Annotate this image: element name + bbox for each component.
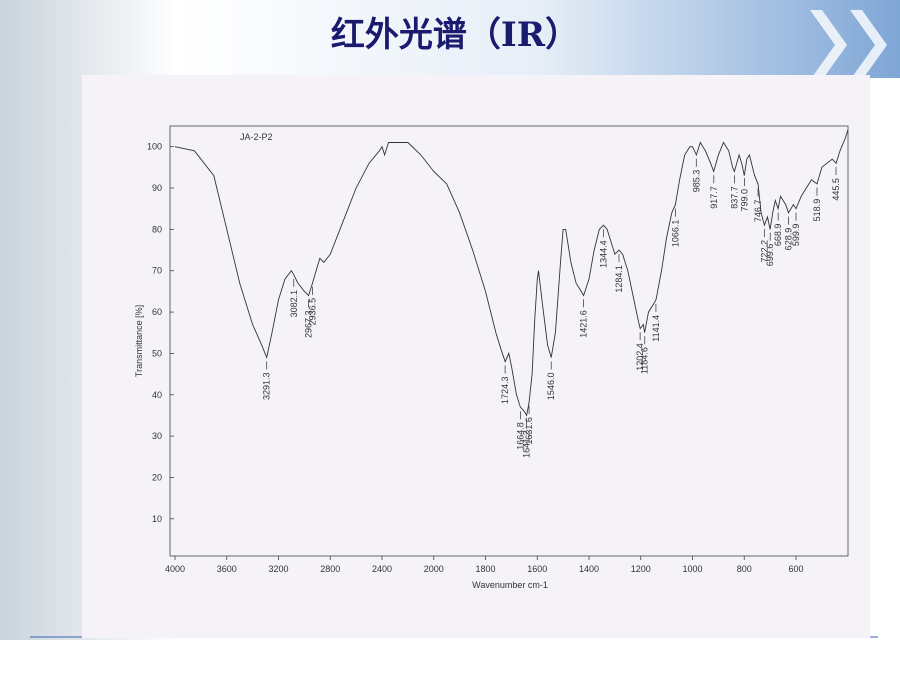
peak-label: 799.0 — [740, 189, 750, 212]
peak-label: 445.5 — [831, 178, 841, 201]
peak-label: 3082.1 — [289, 290, 299, 318]
peak-label: 1284.1 — [614, 265, 624, 293]
chevrons — [810, 10, 887, 80]
plot-frame — [169, 125, 849, 557]
spectrum-line — [174, 129, 849, 417]
y-tick-label: 10 — [152, 514, 162, 524]
x-tick-label: 1000 — [682, 564, 702, 574]
peak-label: 628.9 — [784, 228, 794, 251]
x-tick-label: 4000 — [165, 564, 185, 574]
header-band — [180, 0, 900, 78]
x-tick-label: 1800 — [475, 564, 495, 574]
peak-label: 722.2 — [759, 240, 769, 263]
x-tick-label: 800 — [737, 564, 752, 574]
y-tick-label: 30 — [152, 431, 162, 441]
peak-label: 985.3 — [691, 170, 701, 193]
peak-label: 746.7 — [753, 200, 763, 223]
peak-label: 518.9 — [812, 199, 822, 222]
x-tick-label: 1200 — [631, 564, 651, 574]
peak-label: 1421.6 — [578, 310, 588, 338]
x-tick-label: 600 — [788, 564, 803, 574]
y-tick-label: 80 — [152, 224, 162, 234]
spectrum-paper — [82, 75, 870, 638]
peak-label: 1724.3 — [500, 376, 510, 404]
y-tick-label: 100 — [147, 142, 162, 152]
y-tick-label: 40 — [152, 390, 162, 400]
peak-label: 1546.0 — [546, 373, 556, 401]
peak-label: 917.7 — [709, 186, 719, 209]
x-tick-label: 1600 — [527, 564, 547, 574]
peak-label: 1202.4 — [635, 343, 645, 371]
peak-label: 3291.3 — [262, 372, 272, 400]
x-tick-label: 3600 — [217, 564, 237, 574]
peak-label: 2967.3 — [304, 310, 314, 338]
peak-label: 2936.5 — [308, 298, 318, 326]
peak-label: 1344.4 — [598, 240, 608, 268]
peak-label: 1631.6 — [524, 417, 534, 445]
x-axis-label: Wavenumber cm-1 — [472, 580, 548, 590]
x-tick-label: 1400 — [579, 564, 599, 574]
y-tick-label: 70 — [152, 266, 162, 276]
chart-title: JA-2-P2 — [240, 132, 273, 142]
peak-label: 1641.2 — [522, 430, 532, 458]
x-tick-label: 2400 — [372, 564, 392, 574]
y-tick-label: 90 — [152, 183, 162, 193]
peak-label: 837.7 — [729, 186, 739, 209]
peak-label: 1664.8 — [515, 422, 525, 450]
y-tick-label: 50 — [152, 348, 162, 358]
x-tick-label: 2000 — [424, 564, 444, 574]
x-tick-label: 2800 — [320, 564, 340, 574]
slide-title: 红外光谱（IR） — [331, 15, 579, 55]
peak-label: 699.6 — [765, 244, 775, 267]
peak-label: 1184.6 — [640, 347, 650, 374]
peak-label: 668.9 — [773, 224, 783, 247]
peak-label: 1141.4 — [651, 315, 661, 342]
x-tick-label: 3200 — [268, 564, 288, 574]
y-axis-label: Transmittance [%] — [134, 305, 144, 377]
peak-label: 599.9 — [791, 224, 801, 247]
y-tick-label: 20 — [152, 472, 162, 482]
y-tick-label: 60 — [152, 307, 162, 317]
peak-label: 1066.1 — [670, 220, 680, 248]
